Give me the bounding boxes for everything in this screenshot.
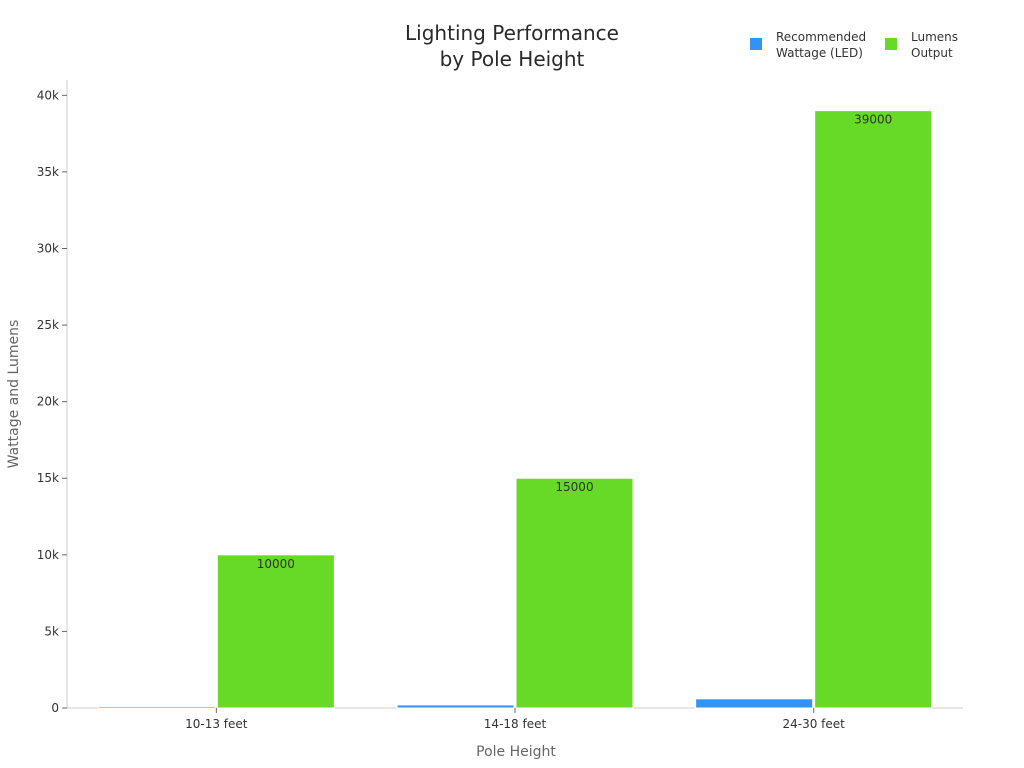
chart-title-line-2: by Pole Height (440, 47, 585, 71)
bar-lumens-output (216, 554, 335, 709)
bar-recommended-wattage-led (695, 698, 814, 709)
legend: Recommended Wattage (LED) Lumens Output (750, 30, 958, 60)
bar-lumens-output (515, 477, 634, 709)
legend-label-wattage-line-1: Recommended (776, 30, 866, 44)
bar-recommended-wattage-led (396, 704, 515, 709)
x-tick-label: 10-13 feet (185, 717, 248, 731)
x-axis-title: Pole Height (476, 744, 556, 760)
bar-lumens-output (814, 110, 933, 709)
legend-swatch-wattage (750, 38, 762, 50)
data-label-lumens-output: 10000 (257, 557, 295, 571)
y-tick-label: 10k (37, 548, 59, 562)
y-tick-label: 25k (37, 318, 59, 332)
y-axis-ticks: 0 5k 10k 15k 20k 25k 30k 35k 40k (37, 88, 67, 715)
data-label-lumens-output: 39000 (854, 113, 892, 127)
legend-label-lumens-line-1: Lumens (911, 30, 958, 44)
bar-recommended-wattage-led (97, 705, 216, 709)
y-tick-label: 20k (37, 395, 59, 409)
data-label-lumens-output: 15000 (555, 480, 593, 494)
x-tick-label: 14-18 feet (484, 717, 547, 731)
chart-title-line-1: Lighting Performance (405, 21, 619, 45)
bars-group: 10000 15000 39000 (97, 110, 933, 709)
legend-label-lumens-line-2: Output (911, 46, 953, 60)
x-tick-label: 24-30 feet (782, 717, 845, 731)
y-axis-title: Wattage and Lumens (6, 320, 22, 469)
y-tick-label: 5k (44, 624, 59, 638)
y-tick-label: 40k (37, 88, 59, 102)
legend-swatch-lumens (885, 38, 897, 50)
y-tick-label: 0 (51, 701, 59, 715)
y-tick-label: 35k (37, 165, 59, 179)
legend-label-wattage-line-2: Wattage (LED) (776, 46, 863, 60)
y-tick-label: 30k (37, 241, 59, 255)
y-tick-label: 15k (37, 471, 59, 485)
x-axis-ticks: 10-13 feet 14-18 feet 24-30 feet (185, 708, 845, 731)
